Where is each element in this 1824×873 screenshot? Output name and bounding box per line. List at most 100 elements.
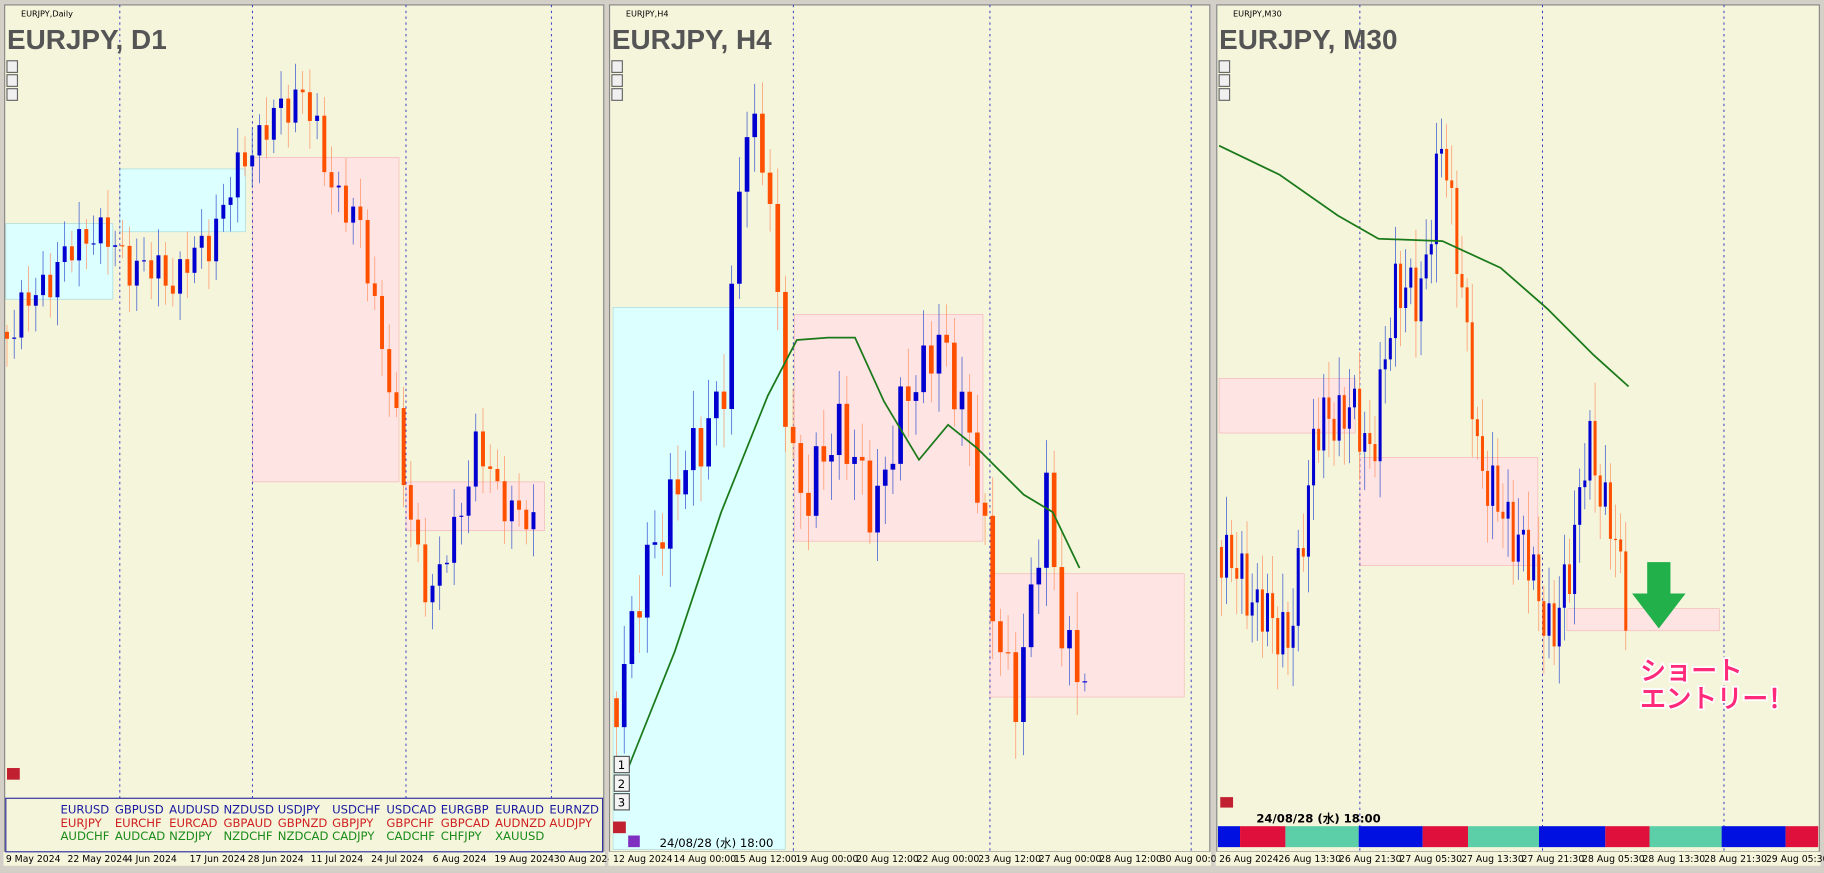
currency-pair[interactable]: GBPJPY — [332, 816, 374, 830]
scroll-button[interactable] — [611, 74, 623, 87]
scroll-button[interactable] — [611, 60, 623, 73]
currency-pair[interactable]: EURCHF — [115, 816, 162, 830]
candle-body — [698, 428, 704, 467]
candle-body — [452, 516, 457, 563]
currency-pair[interactable]: EURAUD — [495, 802, 544, 816]
candle-body — [5, 331, 9, 339]
scroll-button[interactable] — [611, 88, 623, 101]
candle-body — [430, 585, 435, 603]
candle-body — [69, 246, 74, 261]
currency-pair[interactable]: NZDCAD — [278, 829, 329, 843]
currency-pair[interactable]: EURJPY — [60, 816, 102, 830]
currency-pair[interactable]: USDJPY — [278, 802, 321, 816]
candle-body — [163, 255, 168, 286]
candle-body — [423, 544, 428, 603]
x-tick-label: 24 Jul 2024 — [371, 854, 424, 865]
candle-body — [1409, 267, 1413, 288]
candle-body — [473, 431, 478, 487]
currency-pair[interactable]: GBPCHF — [386, 816, 434, 830]
scroll-button[interactable] — [1218, 74, 1231, 87]
x-tick-label: 22 May 2024 — [67, 854, 128, 865]
currency-pair[interactable]: CADJPY — [332, 829, 375, 843]
timestamp: 24/08/28 (水) 18:00 — [1256, 812, 1380, 826]
close-button[interactable] — [613, 821, 626, 834]
candle-body — [1286, 612, 1290, 648]
currency-pair[interactable]: GBPAUD — [223, 816, 272, 830]
currency-pair[interactable]: EURNZD — [549, 802, 599, 816]
candle-body — [813, 446, 819, 516]
candle-body — [394, 392, 399, 409]
candle-body — [1614, 538, 1618, 541]
candle-body — [98, 217, 103, 244]
indicator-button[interactable] — [613, 774, 630, 792]
candle-body — [1240, 553, 1244, 579]
currency-pair[interactable]: USDCHF — [332, 802, 381, 816]
scroll-button[interactable] — [1218, 60, 1231, 73]
x-tick-label: 15 Aug 12:00 — [734, 854, 797, 865]
candle-body — [1306, 485, 1310, 557]
currency-pair[interactable]: AUDUSD — [169, 802, 219, 816]
candle-body — [531, 512, 536, 530]
currency-pair[interactable]: GBPNZD — [278, 816, 328, 830]
scroll-button[interactable] — [6, 60, 19, 73]
currency-pair[interactable]: CADCHF — [386, 829, 435, 843]
candle-body — [1013, 652, 1019, 722]
indicator-button[interactable] — [613, 793, 630, 811]
currency-pair[interactable]: NZDCHF — [223, 829, 272, 843]
candle-body — [706, 418, 711, 467]
candle-body — [829, 455, 834, 462]
currency-pair[interactable]: AUDCAD — [115, 829, 165, 843]
candle-body — [936, 334, 942, 374]
candle-body — [156, 255, 161, 279]
currency-pair[interactable]: EURUSD — [60, 802, 109, 816]
candle-body — [358, 206, 363, 221]
session-bar — [1605, 826, 1650, 848]
indicator-button[interactable] — [613, 755, 630, 774]
candle-body — [315, 115, 320, 121]
currency-pair[interactable]: EURGBP — [441, 802, 489, 816]
currency-pair[interactable]: NZDJPY — [169, 829, 213, 843]
candle-body — [767, 172, 773, 204]
x-tick-label: 29 Aug 05:30 — [1766, 854, 1824, 865]
currency-pair[interactable]: AUDNZD — [495, 816, 546, 830]
currency-pair[interactable]: NZDUSD — [223, 802, 273, 816]
button-label: 2 — [618, 777, 625, 791]
currency-pair[interactable]: AUDJPY — [549, 816, 593, 830]
candle-body — [372, 283, 377, 296]
candle-body — [1460, 273, 1464, 288]
scroll-button[interactable] — [1218, 88, 1231, 101]
candle-body — [1578, 487, 1582, 525]
currency-pair[interactable]: AUDCHF — [60, 829, 109, 843]
currency-pair[interactable]: USDCAD — [386, 802, 436, 816]
close-button[interactable] — [1220, 797, 1234, 808]
candle-body — [1445, 148, 1449, 181]
candle-body — [1465, 287, 1469, 323]
candle-body — [509, 500, 514, 522]
candle-body — [1021, 647, 1026, 722]
currency-pair[interactable]: XAUUSD — [495, 829, 544, 843]
candle-body — [867, 460, 873, 533]
color-button[interactable] — [628, 835, 640, 848]
session-bar — [1217, 826, 1241, 848]
candle-body — [1317, 428, 1321, 451]
session-bar — [1285, 826, 1359, 848]
candle-body — [1276, 618, 1280, 655]
down-arrow — [1632, 562, 1686, 629]
scroll-button[interactable] — [6, 88, 19, 101]
candle-body — [821, 446, 827, 462]
candle-body — [206, 235, 211, 262]
currency-pair[interactable]: GBPUSD — [115, 802, 164, 816]
x-tick-label: 27 Aug 21:30 — [1522, 854, 1585, 865]
currency-pair[interactable]: GBPCAD — [441, 816, 490, 830]
currency-pair[interactable]: EURCAD — [169, 816, 217, 830]
close-button[interactable] — [6, 768, 20, 780]
candle-body — [1511, 501, 1515, 562]
scroll-button[interactable] — [6, 74, 19, 87]
currency-pair[interactable]: CHFJPY — [441, 829, 483, 843]
moving-average — [627, 336, 1081, 769]
candle-body — [1363, 433, 1367, 452]
pane-small-title: EURJPY,M30 — [1233, 9, 1282, 19]
candle-body — [1388, 338, 1392, 360]
candle-body — [1527, 529, 1531, 581]
session-bar — [1358, 826, 1423, 848]
